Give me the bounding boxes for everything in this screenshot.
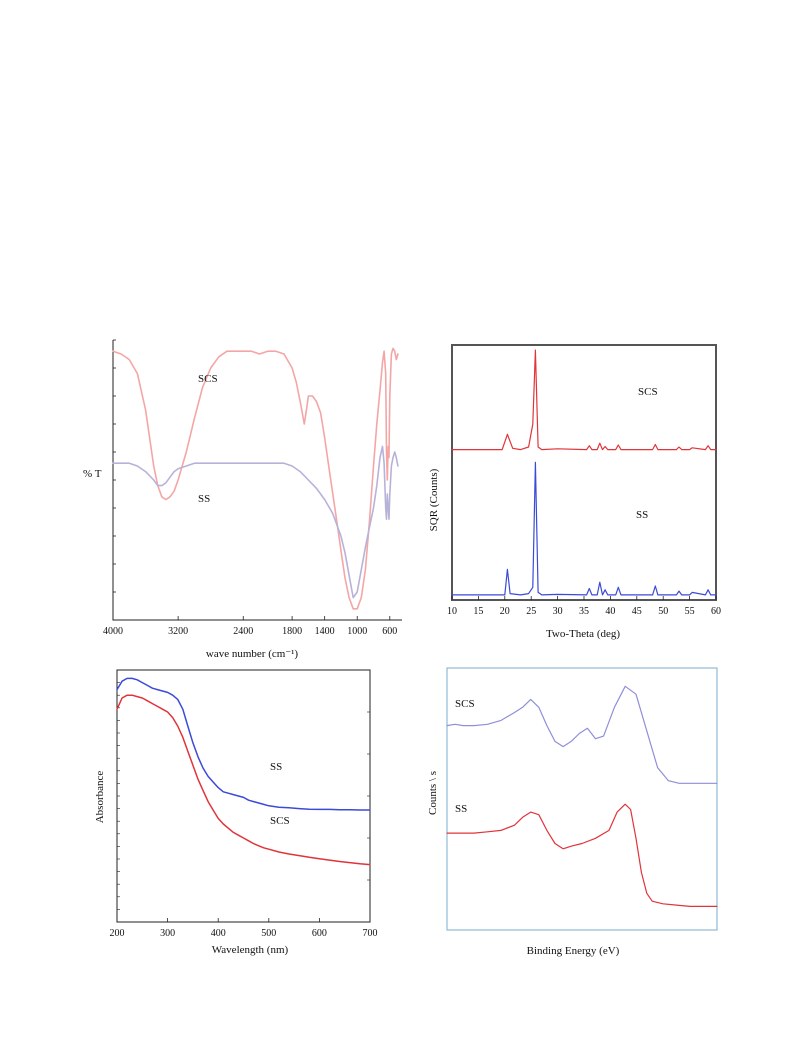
xrd-series-ss-line: [451, 461, 717, 596]
ftir-chart: 4000 3200 2400 1800 1400 1000 600 % T wave num…: [83, 339, 402, 660]
xrd-xtick-label: 55: [685, 606, 695, 617]
xrd-series-scs-line: [451, 349, 717, 451]
xrd-xtick-label: 15: [473, 606, 483, 617]
xrd-plot-frame: [451, 344, 717, 601]
uv-xtick-label: 300: [160, 928, 175, 939]
uv-xtick-label: 200: [110, 928, 125, 939]
ftir-xtick-label: 1400: [315, 626, 335, 637]
uv-xtick-label: 500: [261, 928, 276, 939]
xrd-series-label-scs: SCS: [638, 386, 658, 398]
xrd-chart: 10 15 20 25 30 35 40 45 50 55 60 SQR (Counts) Two-…: [428, 344, 721, 640]
uv-plot-frame: [116, 669, 371, 923]
ftir-xtick-label: 4000: [103, 626, 123, 637]
uv-series-label-ss: SS: [270, 761, 282, 773]
ftir-xtick-label: 3200: [168, 626, 188, 637]
xps-chart-panel: Counts \ s Binding Energy (eV) SCS SS: [420, 660, 793, 960]
xps-xlabel: Binding Energy (eV): [527, 945, 620, 957]
ftir-series-label-ss: SS: [198, 493, 210, 505]
xps-series-label-scs: SCS: [455, 698, 475, 710]
ftir-ylabel: % T: [83, 468, 102, 480]
xrd-xtick-label: 50: [658, 606, 668, 617]
uv-chart: 200 300 400 500 600 700 Absorbance Wavelength…: [94, 669, 378, 956]
xrd-xtick-label: 40: [605, 606, 615, 617]
ftir-xtick-label: 600: [382, 626, 397, 637]
xps-ylabel: Counts \ s: [427, 771, 439, 815]
xrd-xlabel: Two-Theta (deg): [546, 628, 620, 640]
uv-xtick-label: 600: [312, 928, 327, 939]
uv-xlabel: Wavelength (nm): [212, 944, 289, 956]
ftir-xtick-label: 2400: [233, 626, 253, 637]
ftir-xtick-label: 1000: [347, 626, 367, 637]
uv-series-label-scs: SCS: [270, 815, 290, 827]
xps-chart: Counts \ s Binding Energy (eV) SCS SS: [427, 667, 718, 957]
xrd-xtick-label: 60: [711, 606, 721, 617]
ftir-xlabel: wave number (cm⁻¹): [206, 648, 299, 660]
uv-xtick-label: 400: [211, 928, 226, 939]
xrd-ylabel: SQR (Counts): [428, 468, 440, 531]
uv-series-scs-line: [116, 694, 371, 866]
ftir-chart-panel: 4000 3200 2400 1800 1400 1000 600 % T wave num…: [0, 330, 420, 665]
uv-ylabel: Absorbance: [94, 771, 106, 824]
xrd-xtick-label: 20: [500, 606, 510, 617]
xps-plot-frame: [446, 667, 718, 931]
xrd-series-label-ss: SS: [636, 509, 648, 521]
xrd-chart-panel: 10 15 20 25 30 35 40 45 50 55 60 SQR (Counts) Two-…: [420, 330, 793, 665]
ftir-series-label-scs: SCS: [198, 373, 218, 385]
xrd-xtick-label: 25: [526, 606, 536, 617]
uv-series-ss-line: [116, 677, 371, 811]
xrd-xtick-label: 35: [579, 606, 589, 617]
ftir-xtick-label: 1800: [282, 626, 302, 637]
xrd-xtick-label: 10: [447, 606, 457, 617]
xrd-xtick-label: 45: [632, 606, 642, 617]
uv-chart-panel: 200 300 400 500 600 700 Absorbance Wavelength…: [0, 660, 420, 960]
xrd-xtick-label: 30: [553, 606, 563, 617]
xps-series-label-ss: SS: [455, 803, 467, 815]
xps-series-ss-line: [446, 803, 718, 907]
ftir-series-scs-line: [112, 347, 399, 610]
ftir-series-ss-line: [112, 445, 399, 599]
uv-xtick-label: 700: [363, 928, 378, 939]
xps-series-scs-line: [446, 685, 718, 784]
